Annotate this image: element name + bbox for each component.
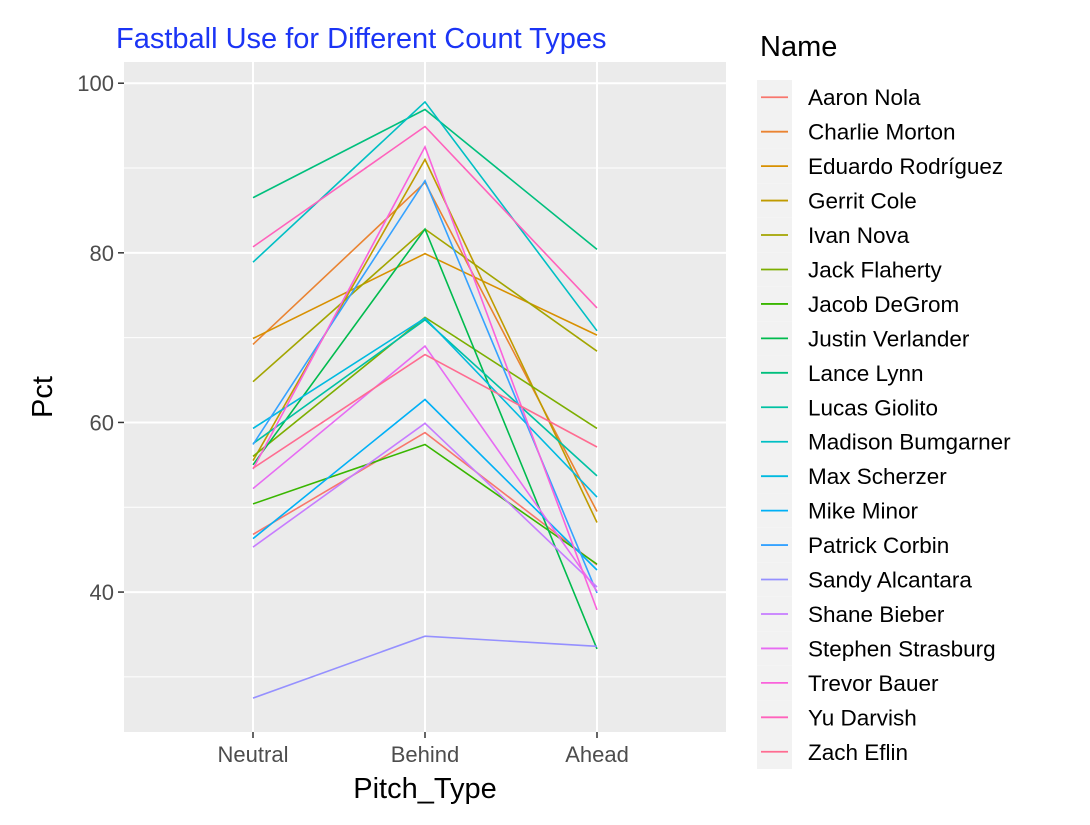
y-axis-title: Pct [27, 376, 59, 418]
legend-item-label: Jack Flaherty [808, 257, 943, 282]
legend-item-label: Jacob DeGrom [808, 292, 959, 317]
series-line [252, 144, 598, 611]
legend-title: Name [760, 31, 837, 63]
legend-item-label: Lance Lynn [808, 361, 924, 386]
legend-item-label: Charlie Morton [808, 120, 956, 145]
legend-item-label: Madison Bumgarner [808, 430, 1011, 455]
legend-item-label: Max Scherzer [808, 464, 947, 489]
legend-item-label: Stephen Strasburg [808, 636, 996, 661]
series-line [252, 422, 598, 588]
series-line [252, 100, 598, 332]
legend-item-label: Gerrit Cole [808, 189, 917, 214]
series-line [252, 398, 598, 571]
series-line [252, 318, 598, 477]
x-tick-label: Ahead [565, 742, 629, 767]
y-tick-label: 80 [90, 241, 114, 266]
legend-item-label: Yu Darvish [808, 705, 917, 730]
legend-item-label: Mike Minor [808, 499, 919, 524]
series-line [252, 108, 598, 251]
x-tick-label: Neutral [218, 742, 289, 767]
series-line [252, 344, 598, 592]
legend-item-label: Shane Bieber [808, 602, 945, 627]
chart-title: Fastball Use for Different Count Types [116, 23, 607, 55]
legend-item-label: Zach Eflin [808, 740, 908, 765]
y-tick-label: 100 [77, 71, 114, 96]
legend-item-label: Sandy Alcantara [808, 568, 972, 593]
legend-item-label: Patrick Corbin [808, 533, 949, 558]
series-line [252, 353, 598, 469]
legend-item-label: Aaron Nola [808, 85, 921, 110]
legend-item-label: Ivan Nova [808, 223, 910, 248]
legend-item-label: Lucas Giolito [808, 395, 938, 420]
series-line [252, 125, 598, 309]
series-line [252, 252, 598, 340]
series-line [252, 443, 598, 565]
legend-item-label: Justin Verlander [808, 326, 970, 351]
x-tick-label: Behind [391, 742, 460, 767]
y-tick-label: 40 [90, 580, 114, 605]
legend-item-label: Trevor Bauer [808, 671, 939, 696]
x-axis-title: Pitch_Type [353, 773, 496, 805]
series-line [252, 635, 598, 699]
series-line [252, 317, 598, 498]
y-tick-label: 60 [90, 410, 114, 435]
legend-item-label: Eduardo Rodríguez [808, 154, 1003, 179]
series-line [252, 431, 598, 566]
